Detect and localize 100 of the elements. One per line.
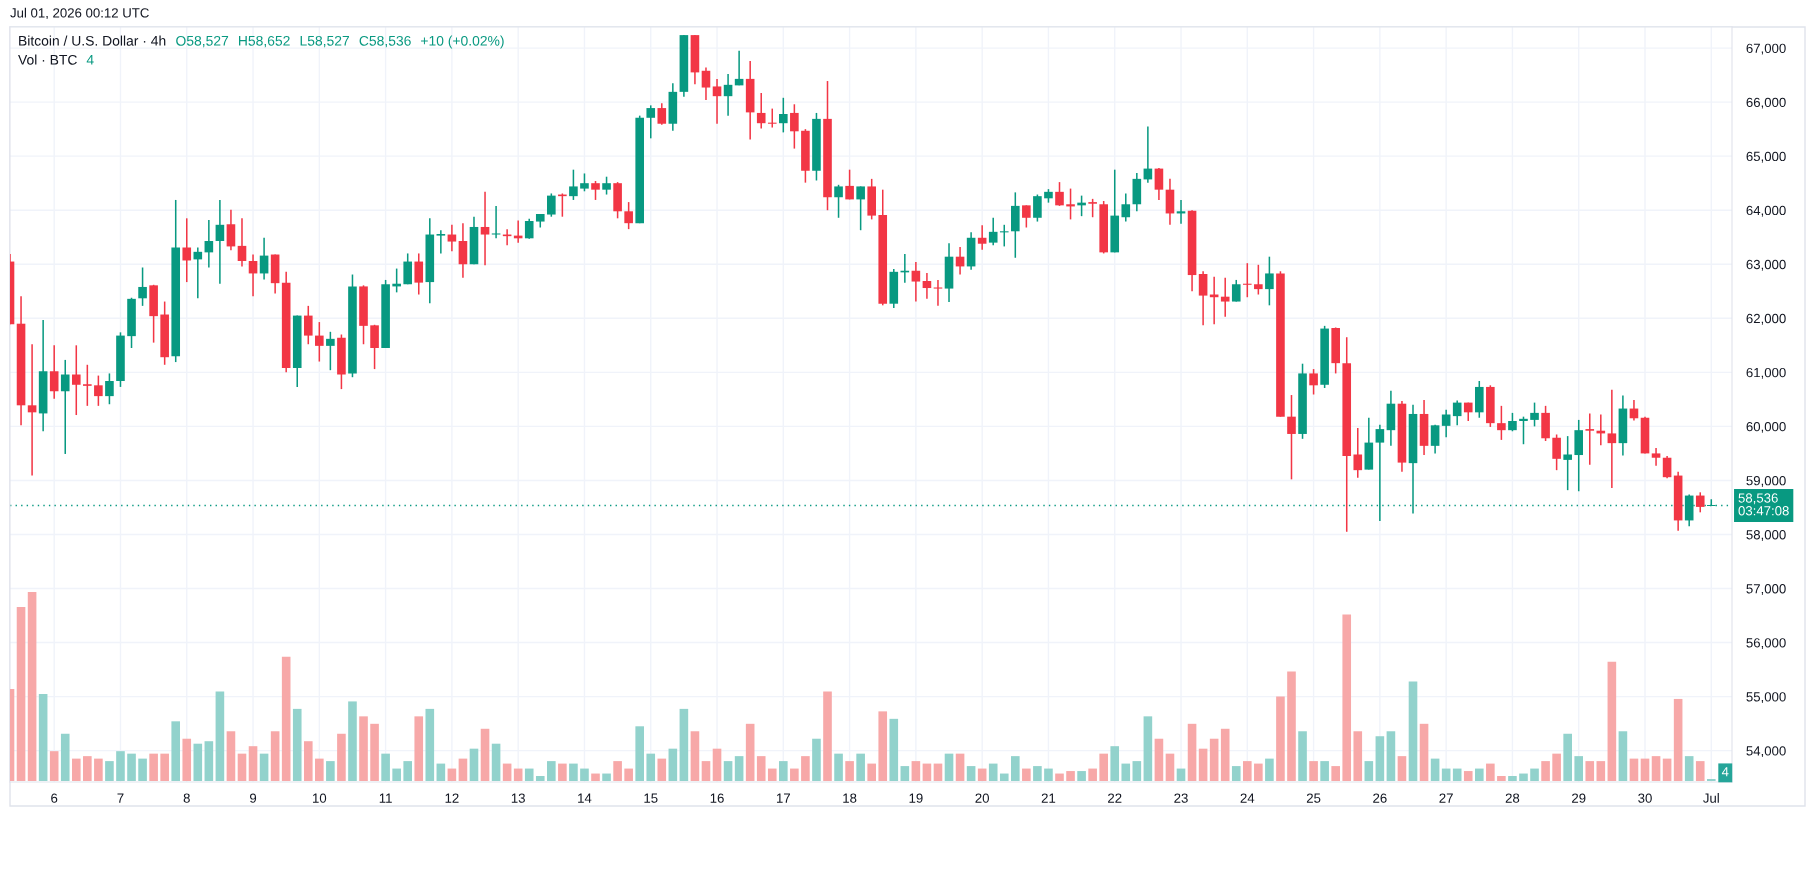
annotation: C58,536: [359, 35, 411, 48]
candlestick: [1662, 455, 1672, 480]
candlestick: [790, 103, 799, 150]
bar: [1110, 746, 1120, 781]
bar: [1375, 736, 1385, 781]
candlestick: [646, 104, 656, 140]
bar: [49, 751, 59, 781]
bar: [834, 753, 843, 781]
ref-line-label: 58,536 03:47:08: [1738, 493, 1789, 516]
candlestick: [27, 343, 37, 477]
bar: [458, 758, 468, 781]
bar: [469, 748, 479, 781]
bar: [392, 768, 401, 781]
candlestick: [447, 224, 457, 253]
x-tick-label: Jul: [1703, 793, 1719, 803]
bar: [1430, 758, 1440, 781]
x-tick-label: 23: [1174, 793, 1188, 803]
candlestick: [1552, 433, 1561, 471]
bar: [138, 758, 147, 781]
candlestick: [1198, 270, 1208, 327]
x-tick-label: 13: [511, 793, 525, 803]
bar: [966, 766, 976, 781]
candlestick: [1452, 399, 1462, 427]
candlestick: [1353, 427, 1363, 479]
y-tick-label: 63,000: [1746, 259, 1786, 271]
bar: [1165, 753, 1175, 781]
bar: [193, 743, 203, 781]
bar: [635, 726, 645, 781]
bar: [1320, 761, 1329, 781]
bar: [237, 753, 247, 781]
bar: [1519, 773, 1528, 781]
annotation: O58,527: [176, 35, 229, 48]
bar: [767, 768, 777, 781]
candlestick: [1585, 412, 1595, 466]
x-tick-label: 22: [1108, 793, 1122, 803]
bar: [745, 723, 755, 781]
candlestick: [138, 266, 147, 307]
candlestick: [723, 73, 733, 117]
bar: [1541, 761, 1550, 781]
bar: [1684, 756, 1694, 781]
candlestick: [856, 185, 865, 231]
candlestick: [524, 218, 534, 240]
bar: [270, 731, 280, 781]
bar: [27, 592, 37, 781]
y-tick-label: 57,000: [1746, 584, 1786, 595]
bar: [1209, 738, 1219, 781]
bar: [281, 656, 291, 781]
bar: [779, 761, 788, 781]
bar: [436, 763, 446, 781]
bar: [1187, 723, 1197, 781]
x-tick-label: 30: [1638, 793, 1652, 803]
bar: [94, 758, 103, 781]
bar: [823, 691, 832, 781]
y-tick-label: 64,000: [1746, 205, 1786, 217]
bar: [613, 761, 622, 781]
bar: [1011, 756, 1020, 781]
bar: [900, 766, 910, 781]
y-tick-label: 55,000: [1746, 692, 1786, 704]
candlestick: [756, 92, 766, 130]
bar: [1143, 716, 1153, 781]
bar: [1231, 766, 1241, 781]
candlestick: [1441, 408, 1451, 438]
candlestick: [701, 66, 711, 101]
bar: [425, 708, 435, 781]
x-tick-label: 18: [843, 793, 857, 803]
y-tick-label: 54,000: [1746, 746, 1786, 758]
annotation: 4: [86, 55, 94, 65]
bar: [182, 738, 192, 781]
candlestick: [1519, 415, 1528, 445]
bar: [756, 756, 766, 781]
bar: [524, 768, 534, 781]
bar: [701, 761, 711, 781]
bar: [1441, 768, 1451, 781]
x-tick-label: 20: [975, 793, 989, 803]
bar: [933, 763, 943, 781]
bar: [1695, 761, 1705, 781]
bar: [1088, 768, 1097, 781]
candlestick: [403, 252, 413, 286]
bar: [911, 761, 921, 781]
candlestick: [1430, 424, 1440, 455]
bar: [1276, 696, 1285, 781]
candlestick: [834, 184, 843, 219]
candlestick: [1695, 491, 1705, 514]
bar: [1121, 763, 1131, 781]
candlestick: [1287, 394, 1296, 481]
x-tick-label: 10: [312, 793, 327, 803]
candlestick: [480, 191, 490, 267]
candlestick: [237, 217, 247, 268]
bar: [513, 768, 523, 781]
y-tick-label: 60,000: [1746, 421, 1786, 433]
bar: [1419, 723, 1429, 781]
bar: [1220, 728, 1230, 781]
candlestick: [624, 201, 633, 230]
bar: [1298, 731, 1307, 781]
bar: [1508, 776, 1517, 781]
x-tick-label: 25: [1306, 793, 1321, 803]
candlestick: [1088, 198, 1097, 219]
candlestick: [248, 253, 258, 297]
candlestick: [1242, 262, 1252, 298]
candlestick: [49, 344, 59, 400]
